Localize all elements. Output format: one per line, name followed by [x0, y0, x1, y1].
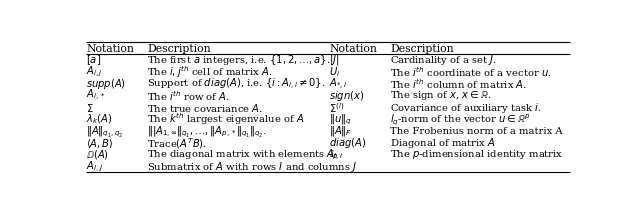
- Text: $|J|$: $|J|$: [329, 53, 339, 67]
- Text: The $p$-dimensional identity matrix: The $p$-dimensional identity matrix: [390, 148, 563, 161]
- Text: $\|u\|_q$: $\|u\|_q$: [329, 112, 351, 126]
- Text: The true covariance $A$.: The true covariance $A$.: [147, 101, 263, 113]
- Text: $\langle A,B\rangle$: $\langle A,B\rangle$: [86, 136, 114, 149]
- Text: The diagonal matrix with elements $A_{i,i}$: The diagonal matrix with elements $A_{i,…: [147, 147, 343, 162]
- Text: Trace$(A^T B)$.: Trace$(A^T B)$.: [147, 135, 207, 150]
- Text: Covariance of auxiliary task $i$.: Covariance of auxiliary task $i$.: [390, 100, 542, 114]
- Text: The $i^{th}$ coordinate of a vector $u$.: The $i^{th}$ coordinate of a vector $u$.: [390, 65, 552, 79]
- Text: $\mathbb{I}_p$: $\mathbb{I}_p$: [329, 148, 339, 161]
- Text: $\Sigma^{(i)}$: $\Sigma^{(i)}$: [329, 100, 344, 114]
- Text: Notation: Notation: [86, 43, 134, 53]
- Text: $\Sigma$: $\Sigma$: [86, 101, 93, 113]
- Text: Cardinality of a set $J$.: Cardinality of a set $J$.: [390, 53, 497, 67]
- Text: Submatrix of $A$ with rows $I$ and columns $J$: Submatrix of $A$ with rows $I$ and colum…: [147, 159, 357, 173]
- Text: $A_{i,*}$: $A_{i,*}$: [86, 88, 106, 103]
- Text: $A_{i,j}$: $A_{i,j}$: [86, 65, 103, 79]
- Text: The $i^{th}$ column of matrix $A$.: The $i^{th}$ column of matrix $A$.: [390, 77, 527, 91]
- Text: $supp(A)$: $supp(A)$: [86, 77, 126, 91]
- Text: $A_{I,J}$: $A_{I,J}$: [86, 159, 103, 173]
- Text: Notation: Notation: [329, 43, 377, 53]
- Text: $\|A\|_{q_1,q_2}$: $\|A\|_{q_1,q_2}$: [86, 123, 124, 138]
- Text: $U_i$: $U_i$: [329, 65, 340, 79]
- Text: $l_q$-norm of the vector $u\in\mathbb{R}^p$: $l_q$-norm of the vector $u\in\mathbb{R}…: [390, 112, 531, 126]
- Text: Description: Description: [390, 43, 454, 53]
- Text: $\mathbb{D}(A)$: $\mathbb{D}(A)$: [86, 148, 109, 161]
- Text: The Frobenius norm of a matrix A: The Frobenius norm of a matrix A: [390, 126, 563, 135]
- Text: The first $a$ integers, i.e. $\{1,2,\ldots,a\}$.: The first $a$ integers, i.e. $\{1,2,\ldo…: [147, 53, 330, 67]
- Text: The $i^{th}$ row of $A$.: The $i^{th}$ row of $A$.: [147, 89, 230, 102]
- Text: Diagonal of matrix $A$: Diagonal of matrix $A$: [390, 135, 496, 149]
- Text: $A_{*,i}$: $A_{*,i}$: [329, 76, 348, 91]
- Text: Support of $diag(A)$, i.e. $\{i:A_{i,i}\neq 0\}$.: Support of $diag(A)$, i.e. $\{i:A_{i,i}\…: [147, 76, 326, 91]
- Text: $[a]$: $[a]$: [86, 53, 101, 67]
- Text: $\lambda_k(A)$: $\lambda_k(A)$: [86, 112, 113, 126]
- Text: The sign of $x$, $x\in\mathbb{R}$.: The sign of $x$, $x\in\mathbb{R}$.: [390, 89, 492, 102]
- Text: $\||A_{1,\infty}\|_{q_1},\ldots,\|A_{p,*}\|_{q_1}\|_{q_2}.$: $\||A_{1,\infty}\|_{q_1},\ldots,\|A_{p,*…: [147, 123, 267, 138]
- Text: Description: Description: [147, 43, 211, 53]
- Text: $diag(A)$: $diag(A)$: [329, 135, 367, 149]
- Text: The $k^{th}$ largest eigenvalue of $A$: The $k^{th}$ largest eigenvalue of $A$: [147, 111, 304, 127]
- Text: The $i,j^{th}$ cell of matrix $A$.: The $i,j^{th}$ cell of matrix $A$.: [147, 64, 273, 80]
- Text: $sign(x)$: $sign(x)$: [329, 88, 365, 102]
- Text: $\|A\|_F$: $\|A\|_F$: [329, 124, 352, 138]
